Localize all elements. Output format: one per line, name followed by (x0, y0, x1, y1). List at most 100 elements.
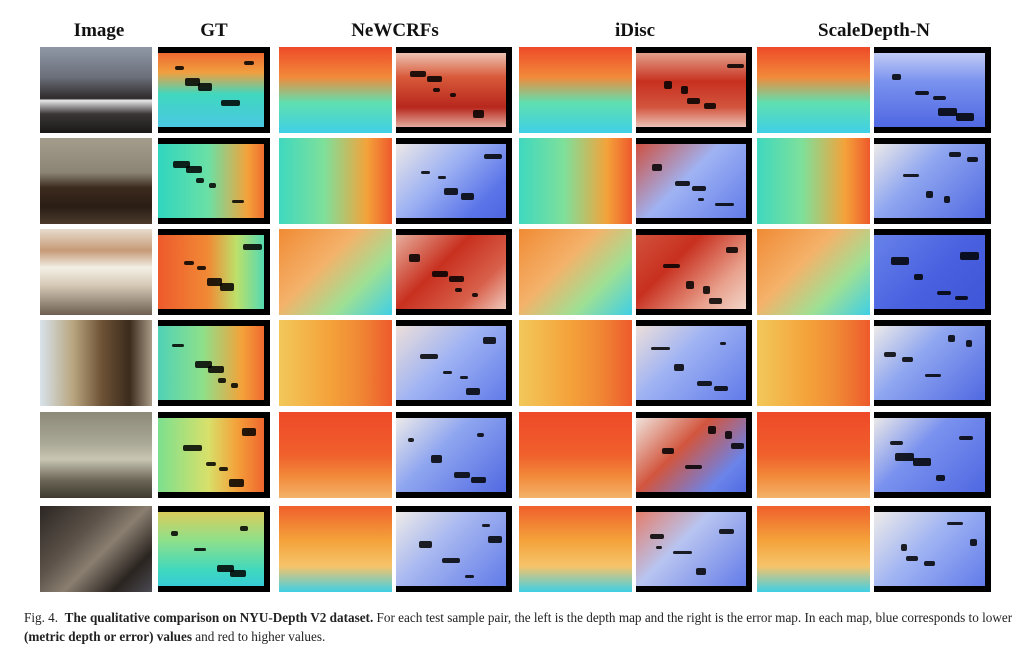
invalid-region (937, 291, 951, 295)
invalid-region (892, 74, 901, 80)
tile-image-row-2 (40, 138, 152, 224)
tile-newcrfs-error-row-3 (396, 229, 512, 315)
invalid-region (427, 76, 442, 82)
tile-idisc-depth-row-4 (519, 320, 632, 406)
column-header-scaledepth-n: ScaleDepth-N (818, 20, 930, 41)
invalid-region (471, 477, 486, 483)
invalid-region (949, 152, 961, 157)
invalid-region (465, 575, 474, 578)
invalid-region (419, 541, 432, 548)
figure-caption: Fig. 4. The qualitative comparison on NY… (24, 608, 1014, 646)
invalid-region (895, 453, 914, 461)
invalid-region (217, 565, 234, 572)
invalid-region (450, 93, 456, 97)
invalid-region (196, 178, 204, 183)
invalid-region (198, 83, 212, 91)
tile-scaledepth-error-row-5 (874, 412, 991, 498)
invalid-region (673, 551, 692, 554)
column-header-idisc: iDisc (614, 20, 656, 41)
tile-gt-row-1 (158, 47, 270, 133)
tile-gt-row-2 (158, 138, 270, 224)
tile-scaledepth-depth-row-6 (757, 506, 870, 592)
invalid-region (698, 198, 704, 201)
invalid-region (449, 276, 464, 282)
invalid-region (483, 337, 496, 344)
invalid-region (725, 431, 732, 439)
invalid-region (221, 100, 240, 106)
invalid-region (438, 176, 446, 179)
invalid-region (484, 154, 502, 159)
tile-image-row-4 (40, 320, 152, 406)
invalid-region (915, 91, 929, 95)
tile-scaledepth-depth-row-4 (757, 320, 870, 406)
invalid-region (674, 364, 684, 371)
invalid-region (242, 428, 256, 436)
tile-newcrfs-error-row-2 (396, 138, 512, 224)
tile-scaledepth-error-row-4 (874, 320, 991, 406)
invalid-region (955, 296, 968, 300)
tile-scaledepth-error-row-6 (874, 506, 991, 592)
invalid-region (925, 374, 941, 377)
invalid-region (663, 264, 680, 268)
invalid-region (891, 257, 909, 265)
invalid-region (704, 103, 716, 109)
invalid-region (926, 191, 933, 198)
invalid-region (206, 462, 216, 466)
tile-idisc-depth-row-6 (519, 506, 632, 592)
invalid-region (229, 479, 244, 487)
invalid-region (420, 354, 438, 359)
invalid-region (432, 271, 448, 277)
tile-image-row-1 (40, 47, 152, 133)
invalid-region (903, 174, 919, 177)
invalid-region (686, 281, 694, 289)
column-header-image: Image (73, 20, 125, 41)
invalid-region (884, 352, 896, 357)
invalid-region (488, 536, 502, 543)
invalid-region (697, 381, 712, 386)
invalid-region (207, 278, 222, 286)
invalid-region (675, 181, 690, 186)
invalid-region (708, 426, 716, 434)
invalid-region (461, 193, 474, 200)
tile-scaledepth-depth-row-5 (757, 412, 870, 498)
column-header-newcrfs: NeWCRFs (351, 20, 439, 41)
tile-image-row-3 (40, 229, 152, 315)
invalid-region (703, 286, 710, 294)
invalid-region (454, 472, 470, 478)
invalid-region (901, 544, 907, 551)
invalid-region (408, 438, 414, 442)
invalid-region (230, 570, 246, 577)
tile-scaledepth-depth-row-1 (757, 47, 870, 133)
invalid-region (231, 383, 238, 388)
invalid-region (685, 465, 702, 469)
tile-newcrfs-error-row-5 (396, 412, 512, 498)
invalid-region (219, 467, 228, 471)
invalid-region (890, 441, 903, 445)
tile-newcrfs-error-row-4 (396, 320, 512, 406)
invalid-region (421, 171, 430, 174)
invalid-region (938, 108, 957, 116)
invalid-region (409, 254, 420, 262)
invalid-region (477, 433, 484, 437)
invalid-region (244, 61, 254, 65)
invalid-region (175, 66, 184, 70)
invalid-region (232, 200, 244, 203)
invalid-region (472, 293, 478, 297)
invalid-region (731, 443, 744, 449)
caption-emphasis: (metric depth or error) values (24, 629, 192, 644)
invalid-region (947, 522, 963, 525)
invalid-region (455, 288, 462, 292)
tile-idisc-error-row-1 (636, 47, 752, 133)
tile-newcrfs-error-row-6 (396, 506, 512, 592)
tile-scaledepth-error-row-1 (874, 47, 991, 133)
invalid-region (687, 98, 700, 104)
invalid-region (208, 366, 224, 373)
invalid-region (172, 344, 184, 347)
caption-label: Fig. 4. (24, 610, 59, 625)
tile-idisc-error-row-5 (636, 412, 752, 498)
invalid-region (482, 524, 490, 527)
tile-gt-row-6 (158, 506, 270, 592)
invalid-region (933, 96, 946, 100)
invalid-region (444, 188, 458, 195)
tile-idisc-error-row-3 (636, 229, 752, 315)
